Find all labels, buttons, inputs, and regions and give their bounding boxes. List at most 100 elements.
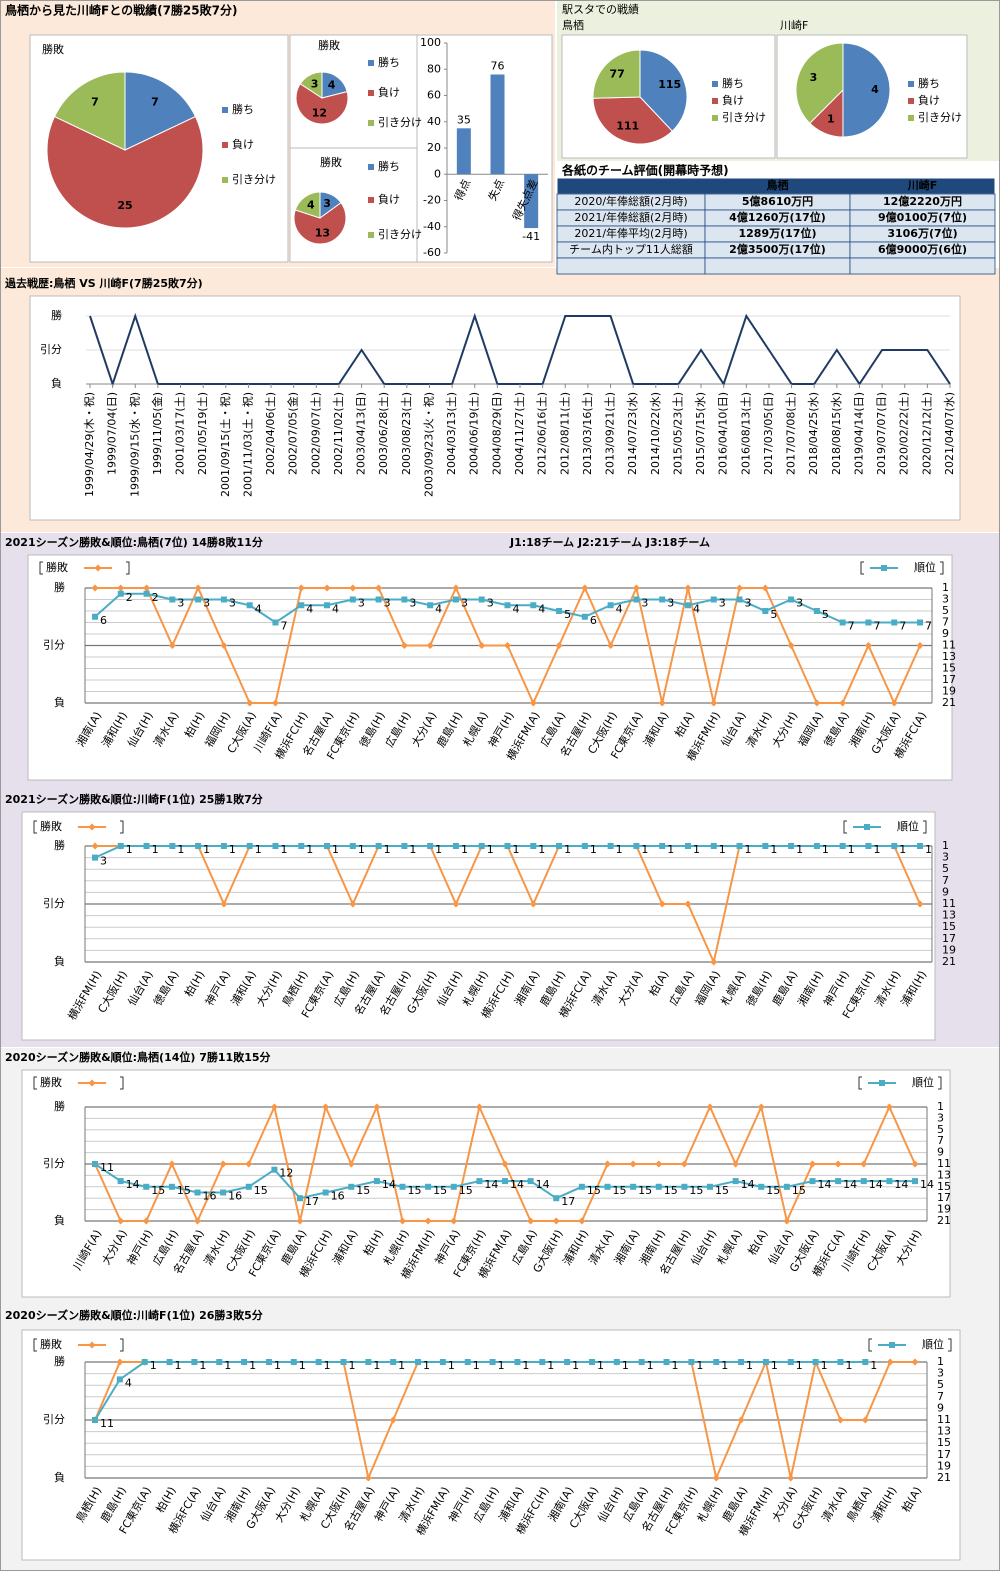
marker [271,699,279,707]
marker [216,1359,223,1365]
data-label: 1 [423,1359,430,1372]
data-label: 1 [513,843,520,856]
marker [860,1160,868,1168]
x-tick-label: 2001/05/19(土) [196,392,209,475]
x-tick-label: 2002/07/05(金) [286,392,300,475]
x-tick-label: 2018/04/25(水) [807,392,820,475]
data-label: 25 [117,199,132,212]
data-label: 15 [766,1184,780,1197]
data-label: 1 [616,843,623,856]
marker [680,1160,688,1168]
marker [168,642,176,649]
y2-tick-label: 9 [942,627,949,640]
marker [373,1103,381,1111]
data-label: 14 [536,1178,550,1191]
table-cell [849,257,996,275]
data-label: 15 [408,1184,422,1197]
y-tick-label: 引分 [43,1156,65,1170]
data-label: 3 [796,597,803,610]
data-label: 1 [299,1359,306,1372]
x-tick-label: 2004/03/13(土) [445,392,458,475]
legend-label: 順位 [912,1075,934,1089]
data-label: 3 [641,597,648,610]
data-label: 14 [894,1178,908,1191]
legend-swatch [368,232,374,238]
legend-swatch [908,81,914,87]
x-tick-label: 2003/06/28(土) [377,392,390,475]
legend-swatch [712,81,718,87]
data-label: 14 [484,1178,498,1191]
legend-label: 引き分け [378,115,422,129]
data-label: 1 [177,843,184,856]
y-tick-label: 負 [51,377,62,390]
marker [762,1359,769,1365]
marker [143,584,151,592]
data-label: 1 [770,843,777,856]
data-label: 4 [125,1376,132,1389]
data-label: 3 [384,597,391,610]
marker [322,1103,330,1111]
marker [911,1358,919,1366]
marker [450,1217,458,1225]
marker [688,1359,695,1365]
pie-slice [53,71,126,151]
marker [324,602,331,609]
y2-tick-label: 19 [937,1459,951,1472]
marker [813,699,821,707]
data-label: 13 [315,226,330,239]
y2-tick-label: 1 [942,839,949,852]
marker [315,1359,322,1365]
data-label: 1 [448,1359,455,1372]
legend-marker [864,824,870,830]
marker [220,596,227,603]
x-tick-label: 1999/04/29(木・祝) [82,392,96,497]
x-tick-label: 2019/07/07(日) [875,392,888,475]
marker [736,843,743,849]
marker [117,843,124,849]
marker [475,1103,483,1111]
y2-tick-label: 15 [937,1180,951,1193]
data-label: 14 [126,1178,140,1191]
x-tick-label: 2013/09/21(土) [604,392,617,475]
marker [530,602,537,609]
marker [564,1359,571,1365]
marker [191,1359,198,1365]
data-label: 15 [177,1184,191,1197]
marker [194,584,202,592]
data-label: 15 [638,1184,652,1197]
marker [707,1183,713,1190]
x-tick-label: 2017/07/08(土) [785,392,798,475]
y-tick-label: 負 [54,1471,65,1484]
legend-label: 勝ち [378,159,400,173]
legend-label: 負け [378,86,400,99]
y2-tick-label: 13 [942,650,956,663]
marker [166,1359,173,1365]
data-label: 1 [822,843,829,856]
data-label: 15 [613,1184,627,1197]
y-tick-label: 60 [427,89,441,102]
x-tick-label: 1999/09/15(水・祝) [127,392,141,497]
legend-swatch [368,120,374,126]
y2-tick-label: 1 [937,1355,944,1368]
marker [553,1195,560,1202]
marker [911,1160,919,1168]
pie-slice [592,49,641,99]
legend-marker [881,565,887,571]
marker [270,1103,278,1111]
data-label: 11 [100,1161,114,1174]
pie-slice [294,191,321,219]
legend-marker [88,1341,96,1349]
x-tick-label: 2001/09/15(土・祝) [218,392,232,497]
marker [706,1103,714,1111]
data-label: 1 [845,1359,852,1372]
marker [736,596,743,603]
marker [812,1359,819,1365]
data-label: 14 [510,1178,524,1191]
x-tick-label: 2015/07/15(水) [694,392,707,475]
marker [836,1416,844,1424]
data-label: 1 [641,843,648,856]
legend-bracket [860,561,944,575]
marker [220,1189,227,1196]
y2-tick-label: 3 [942,851,949,864]
legend-marker [88,823,96,831]
